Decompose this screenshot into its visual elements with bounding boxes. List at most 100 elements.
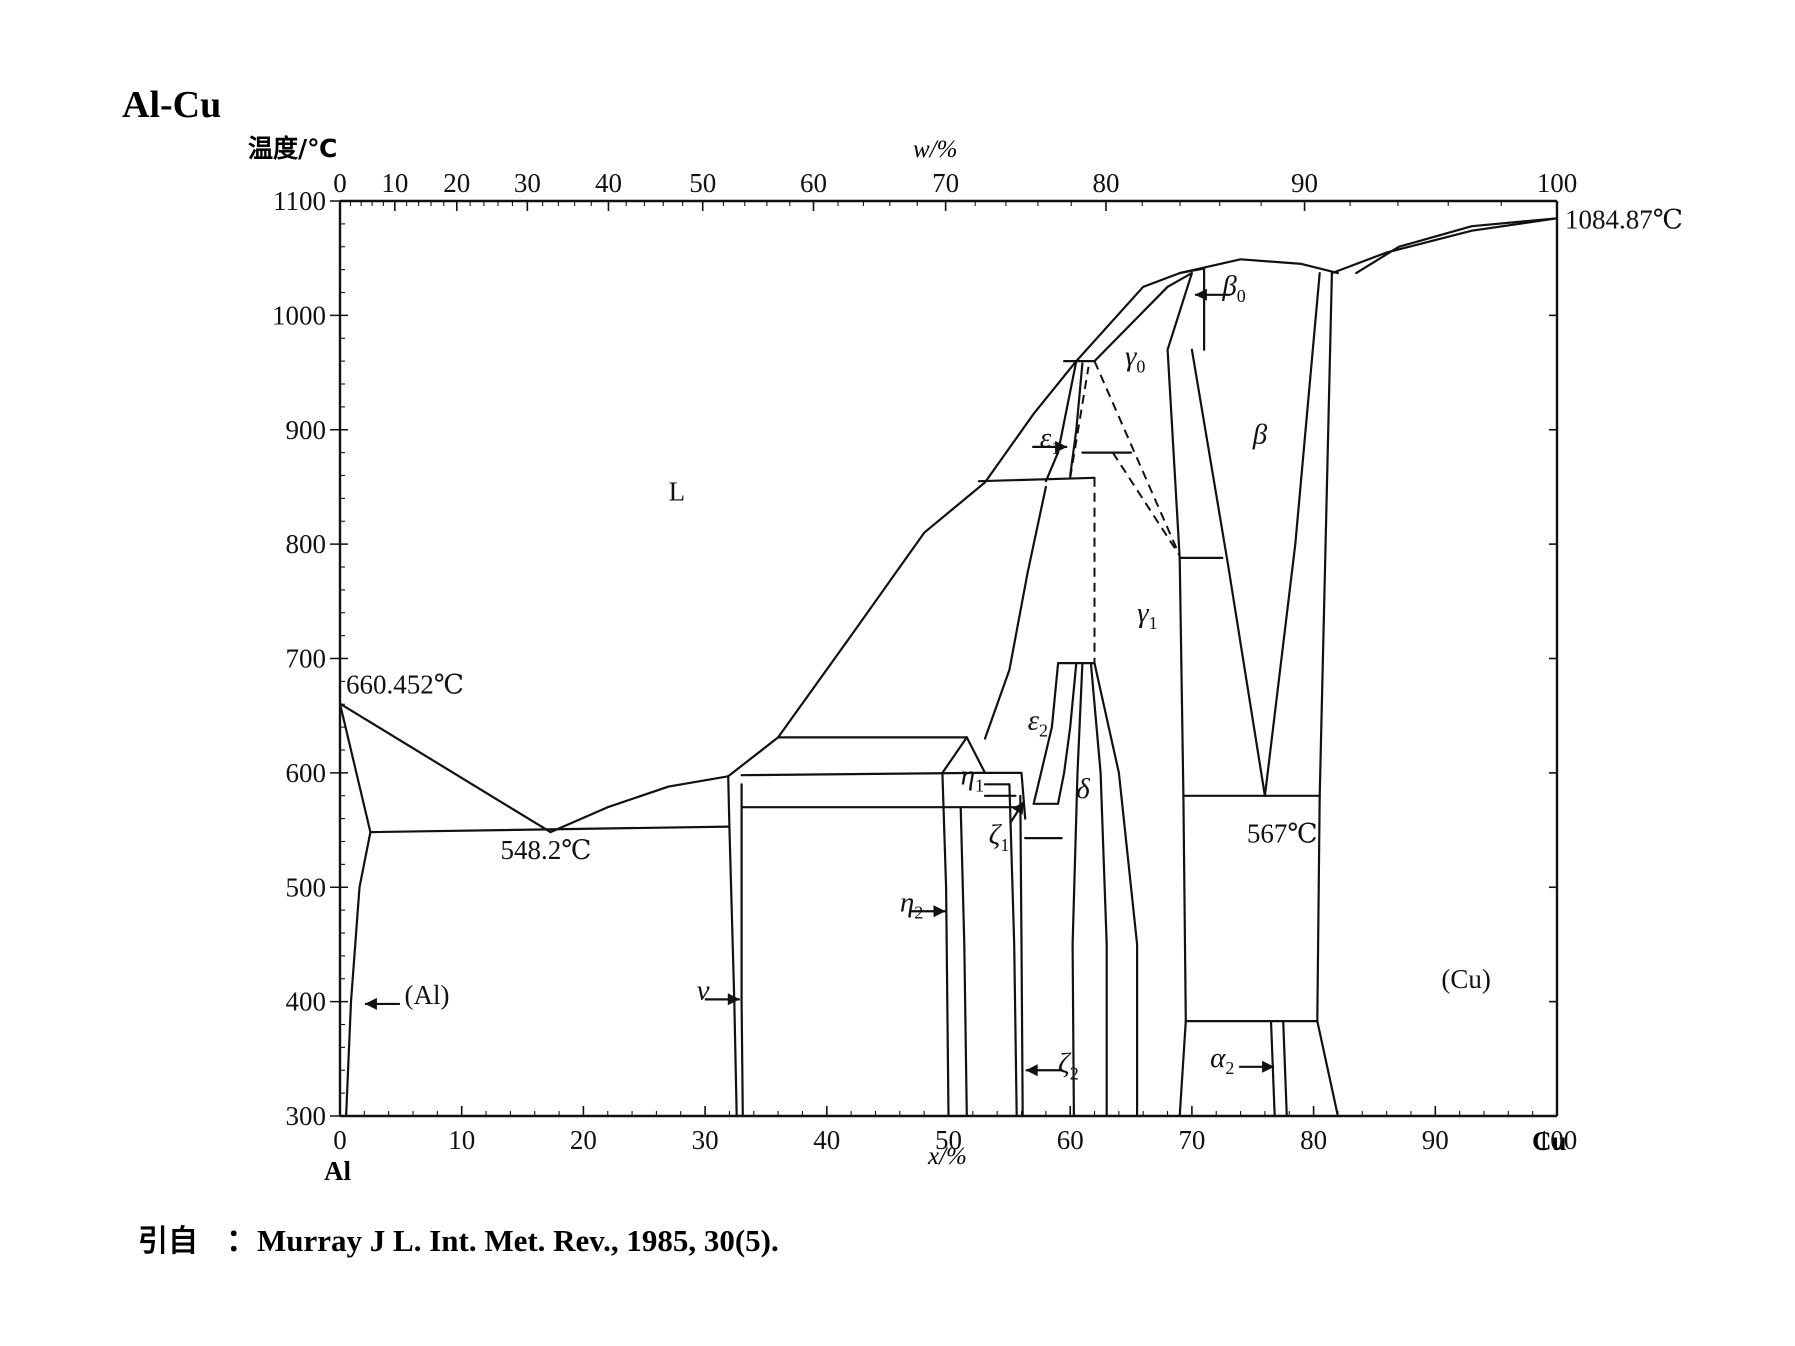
x-tick-label: 90 [1422,1125,1449,1155]
phase-label-α₂: α2 [1210,1042,1234,1078]
boundary-alpha2-inner [1269,1019,1276,1118]
top-tick-label: 100 [1537,168,1578,198]
x-tick-label: 80 [1300,1125,1327,1155]
right-element-label: Cu [1532,1126,1567,1156]
phase-label-ζ₂: ζ2 [1058,1048,1079,1084]
temperature-annotation: 567℃ [1247,819,1318,849]
phase-label-η₂: η2 [900,886,923,922]
y-tick-label: 1100 [273,186,326,216]
boundary-eta-line-598 [740,771,981,777]
arrow-η₂-head [933,905,946,918]
phase-label-γ₀: γ0 [1125,341,1145,377]
phase-label-ζ₁: ζ1 [989,819,1010,855]
citation-prefix: 引自 [138,1224,198,1259]
x-tick-label: 50 [935,1125,962,1155]
y-tick-label: 400 [286,987,327,1017]
arrow-α₂-head [1262,1060,1275,1073]
temperature-annotation: 1084.87℃ [1565,204,1683,234]
boundary-alpha2-left [1178,1019,1187,1118]
dashed-boundary-gamma0-dash-b [1111,452,1181,557]
boundary-eutectic-548 [369,825,731,834]
x-tick-label: 10 [448,1125,475,1155]
top-tick-label: 60 [800,168,827,198]
bottom-axis-label: x/% [927,1143,967,1170]
phase-label-(Al): (Al) [405,980,450,1010]
top-tick-label: 40 [595,168,622,198]
boundary-gamma0-right [1093,285,1169,363]
top-tick-label: 0 [333,168,347,198]
phase-boundaries [338,217,1559,1118]
boundary-ht-855 [977,476,1096,483]
phase-label-γ₁: γ1 [1137,597,1157,633]
top-tick-label: 30 [514,168,541,198]
boundary-gamma1-left [1089,661,1108,1118]
top-tick-label: 90 [1291,168,1318,198]
phase-label-β: β [1252,418,1268,450]
boundary-delta-right [1071,661,1084,1118]
x-tick-label: 60 [1057,1125,1084,1155]
y-tick-label: 900 [286,415,327,445]
top-tick-label: 20 [443,168,470,198]
phase-label-ε₂: ε2 [1028,704,1048,740]
top-axis-label: w/% [913,136,957,163]
x-tick-label: 100 [1537,1125,1578,1155]
boundary-eta1-left [941,736,968,775]
top-tick-label: 50 [689,168,716,198]
temperature-annotation: 660.452℃ [346,670,464,700]
x-tick-label: 70 [1178,1125,1205,1155]
y-axis-label: 温度/℃ [248,134,337,163]
citation-value: Murray J L. Int. Met. Rev., 1985, 30(5). [257,1223,779,1258]
boundary-liquidus-theta [549,775,730,834]
boundary-alpha2-inner-right [1282,1019,1288,1118]
y-tick-label: 1000 [272,300,326,330]
boundary-al-solvus [345,830,372,1118]
y-tick-label: 700 [286,644,327,674]
boundary-cu-lower [1316,794,1340,1118]
arrow-ν-head [727,993,740,1006]
phase-label-(Cu): (Cu) [1441,964,1491,994]
figure-title: Al-Cu [122,84,221,126]
boundary-liquidus-beta [1178,258,1340,275]
citation-text: ：Murray J L. Int. Met. Rev., 1985, 30(5)… [226,1223,779,1258]
left-element-label: Al [324,1156,351,1186]
y-tick-label: 300 [286,1101,327,1131]
y-tick-label: 600 [286,758,327,788]
boundary-zeta2-left [1008,783,1018,1118]
boundary-beta0-box [1178,267,1206,351]
boundary-zeta2-right [1019,794,1024,1118]
boundary-beta-right-outer [1263,272,1321,797]
x-tick-label: 20 [570,1125,597,1155]
y-tick-label: 500 [286,872,327,902]
arrow-ε₁-head [1055,440,1068,453]
boundary-theta-right [740,783,744,1118]
boundary-cu-solvus [1318,272,1334,797]
top-tick-label: 70 [932,168,959,198]
arrow-(Al)-head [364,997,377,1010]
boundary-eta2-left [941,771,950,1118]
phase-label-ε₁: ε1 [1040,422,1060,458]
arrow-ζ₁-head [1012,801,1024,815]
boundary-theta-top-left [727,775,731,828]
boundary-eta2-right [959,806,968,1118]
boundary-liquidus-mid [727,272,1181,778]
top-tick-label: 80 [1092,168,1119,198]
arrow-ζ₂-head [1025,1064,1038,1077]
dashed-boundary-gamma0-dash-a [1093,360,1181,557]
phase-label-ν: ν [697,974,710,1006]
arrow-β₀-head [1194,288,1207,301]
boundary-beta-inner [1190,348,1267,797]
boundary-eps2-left [983,485,1048,740]
phase-label-L: L [669,477,686,507]
dashed-boundary-eps1-dash [1069,366,1090,478]
boundary-eps1-peak [1044,360,1078,483]
boundary-beta-left [1166,272,1194,560]
x-tick-label: 0 [333,1125,347,1155]
boundary-liquidus-al [338,702,552,834]
top-tick-label: 10 [381,168,408,198]
phase-label-δ: δ [1076,773,1090,805]
temperature-annotation: 548.2℃ [501,835,592,865]
boundary-al-solidus [338,702,372,834]
boundary-gamma1-right [1093,661,1139,1118]
